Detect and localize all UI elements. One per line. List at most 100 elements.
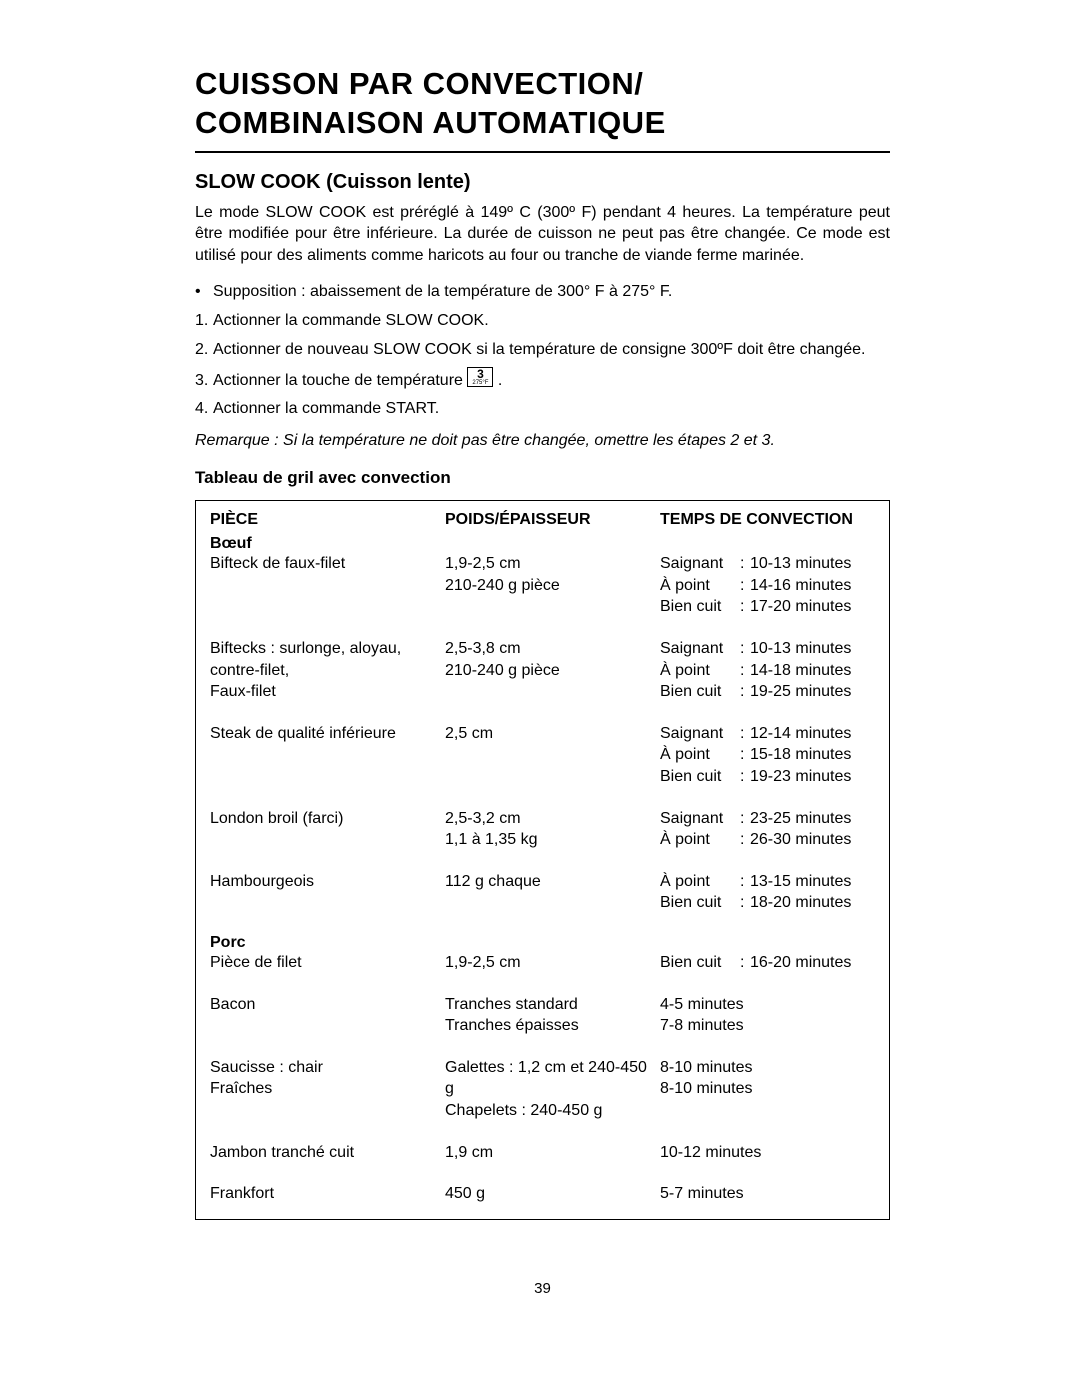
cell-piece: Bacon bbox=[210, 994, 445, 1037]
cell-piece: Biftecks : surlonge, aloyau, contre-file… bbox=[210, 638, 445, 703]
time-value: 12-14 minutes bbox=[750, 723, 851, 745]
doneness-label: À point bbox=[660, 871, 740, 893]
cell-time: Saignant: 10-13 minutes À point: 14-16 mi… bbox=[660, 553, 875, 618]
timing-line: Bien cuit: 17-20 minutes bbox=[660, 596, 875, 618]
cell-weight: Tranches standardTranches épaisses bbox=[445, 994, 660, 1037]
doneness-label: À point bbox=[660, 744, 740, 766]
cell-weight: Galettes : 1,2 cm et 240-450 gChapelets … bbox=[445, 1057, 660, 1122]
timing-line: Saignant: 12-14 minutes bbox=[660, 723, 875, 745]
timing-line: Bien cuit: 19-25 minutes bbox=[660, 681, 875, 703]
time-value: 17-20 minutes bbox=[750, 596, 851, 618]
page-number: 39 bbox=[195, 1280, 890, 1297]
doneness-label: À point bbox=[660, 829, 740, 851]
steps-list: •Supposition : abaissement de la tempéra… bbox=[195, 280, 890, 422]
colon: : bbox=[740, 829, 750, 851]
doneness-label: Bien cuit bbox=[660, 596, 740, 618]
document-page: CUISSON PAR CONVECTION/ COMBINAISON AUTO… bbox=[0, 0, 1080, 1337]
table-row: Biftecks : surlonge, aloyau, contre-file… bbox=[210, 638, 875, 703]
timing-line: À point: 13-15 minutes bbox=[660, 871, 875, 893]
col-header-piece: PIÈCE bbox=[210, 511, 445, 529]
colon: : bbox=[740, 681, 750, 703]
table-row: Hambourgeois112 g chaqueÀ point: 13-15 m… bbox=[210, 871, 875, 914]
doneness-label: À point bbox=[660, 660, 740, 682]
section-title: SLOW COOK (Cuisson lente) bbox=[195, 171, 890, 194]
table-row: Jambon tranché cuit1,9 cm10-12 minutes bbox=[210, 1142, 875, 1164]
step-text: Actionner la commande SLOW COOK. bbox=[213, 312, 489, 329]
cell-weight: 450 g bbox=[445, 1183, 660, 1205]
grill-table: PIÈCE POIDS/ÉPAISSEUR TEMPS DE CONVECTIO… bbox=[195, 500, 890, 1219]
step-bullet: 1. bbox=[195, 309, 213, 334]
colon: : bbox=[740, 952, 750, 974]
table-row: London broil (farci)2,5-3,2 cm1,1 à 1,35… bbox=[210, 808, 875, 851]
colon: : bbox=[740, 744, 750, 766]
cell-piece: London broil (farci) bbox=[210, 808, 445, 851]
step-bullet: 2. bbox=[195, 338, 213, 363]
step-item: •Supposition : abaissement de la tempéra… bbox=[195, 280, 890, 305]
cell-time: Saignant: 12-14 minutesÀ point: 15-18 mi… bbox=[660, 723, 875, 788]
time-value: 13-15 minutes bbox=[750, 871, 851, 893]
timing-line: À point: 26-30 minutes bbox=[660, 829, 875, 851]
col-header-weight: POIDS/ÉPAISSEUR bbox=[445, 511, 660, 529]
cell-time: Saignant: 23-25 minutesÀ point: 26-30 mi… bbox=[660, 808, 875, 851]
table-body: BœufBifteck de faux-filet1,9-2,5 cm210-2… bbox=[210, 535, 875, 1204]
table-row: Steak de qualité inférieure2,5 cmSaignan… bbox=[210, 723, 875, 788]
table-title: Tableau de gril avec convection bbox=[195, 468, 890, 488]
category-header: Porc bbox=[210, 934, 875, 952]
doneness-label: Saignant bbox=[660, 723, 740, 745]
step-bullet: 4. bbox=[195, 397, 213, 422]
timing-line: Saignant: 10-13 minutes bbox=[660, 638, 875, 660]
table-row: Pièce de filet1,9-2,5 cmBien cuit: 16-20… bbox=[210, 952, 875, 974]
cell-weight: 1,9-2,5 cm210-240 g pièce bbox=[445, 553, 660, 618]
table-row: BaconTranches standardTranches épaisses4… bbox=[210, 994, 875, 1037]
time-value: 19-23 minutes bbox=[750, 766, 851, 788]
table-header-row: PIÈCE POIDS/ÉPAISSEUR TEMPS DE CONVECTIO… bbox=[210, 511, 875, 529]
colon: : bbox=[740, 808, 750, 830]
doneness-label: Bien cuit bbox=[660, 952, 740, 974]
cell-piece: Pièce de filet bbox=[210, 952, 445, 974]
step-text: Actionner la touche de température bbox=[213, 372, 467, 389]
time-value: 18-20 minutes bbox=[750, 892, 851, 914]
timing-line: Bien cuit: 16-20 minutes bbox=[660, 952, 875, 974]
time-value: 26-30 minutes bbox=[750, 829, 851, 851]
colon: : bbox=[740, 596, 750, 618]
cell-weight: 112 g chaque bbox=[445, 871, 660, 914]
time-value: 14-16 minutes bbox=[750, 575, 851, 597]
doneness-label: Saignant bbox=[660, 553, 740, 575]
doneness-label: Bien cuit bbox=[660, 892, 740, 914]
timing-line: À point: 15-18 minutes bbox=[660, 744, 875, 766]
cell-weight: 1,9 cm bbox=[445, 1142, 660, 1164]
note-text: Remarque : Si la température ne doit pas… bbox=[195, 432, 890, 450]
doneness-label: Bien cuit bbox=[660, 766, 740, 788]
colon: : bbox=[740, 871, 750, 893]
cell-piece: Hambourgeois bbox=[210, 871, 445, 914]
cell-piece: Steak de qualité inférieure bbox=[210, 723, 445, 788]
step-text: Actionner de nouveau SLOW COOK si la tem… bbox=[213, 341, 865, 358]
cell-weight: 1,9-2,5 cm bbox=[445, 952, 660, 974]
time-value: 19-25 minutes bbox=[750, 681, 851, 703]
colon: : bbox=[740, 553, 750, 575]
cell-time: 4-5 minutes7-8 minutes bbox=[660, 994, 875, 1037]
table-row: Frankfort450 g5-7 minutes bbox=[210, 1183, 875, 1205]
step-item: 2.Actionner de nouveau SLOW COOK si la t… bbox=[195, 338, 890, 363]
page-title: CUISSON PAR CONVECTION/ COMBINAISON AUTO… bbox=[195, 65, 890, 153]
doneness-label: À point bbox=[660, 575, 740, 597]
table-row: Bifteck de faux-filet1,9-2,5 cm210-240 g… bbox=[210, 553, 875, 618]
timing-line: Bien cuit: 18-20 minutes bbox=[660, 892, 875, 914]
cell-time: 5-7 minutes bbox=[660, 1183, 875, 1205]
doneness-label: Bien cuit bbox=[660, 681, 740, 703]
cell-weight: 2,5 cm bbox=[445, 723, 660, 788]
doneness-label: Saignant bbox=[660, 638, 740, 660]
time-value: 10-13 minutes bbox=[750, 553, 851, 575]
time-value: 14-18 minutes bbox=[750, 660, 851, 682]
timing-line: Saignant: 23-25 minutes bbox=[660, 808, 875, 830]
cell-time: Saignant: 10-13 minutesÀ point: 14-18 mi… bbox=[660, 638, 875, 703]
table-row: Saucisse : chairFraîchesGalettes : 1,2 c… bbox=[210, 1057, 875, 1122]
colon: : bbox=[740, 892, 750, 914]
cell-piece: Bifteck de faux-filet bbox=[210, 553, 445, 618]
colon: : bbox=[740, 660, 750, 682]
col-header-time: TEMPS DE CONVECTION bbox=[660, 511, 875, 529]
cell-piece: Saucisse : chairFraîches bbox=[210, 1057, 445, 1122]
step-item: 4.Actionner la commande START. bbox=[195, 397, 890, 422]
cell-time: 10-12 minutes bbox=[660, 1142, 875, 1164]
colon: : bbox=[740, 766, 750, 788]
